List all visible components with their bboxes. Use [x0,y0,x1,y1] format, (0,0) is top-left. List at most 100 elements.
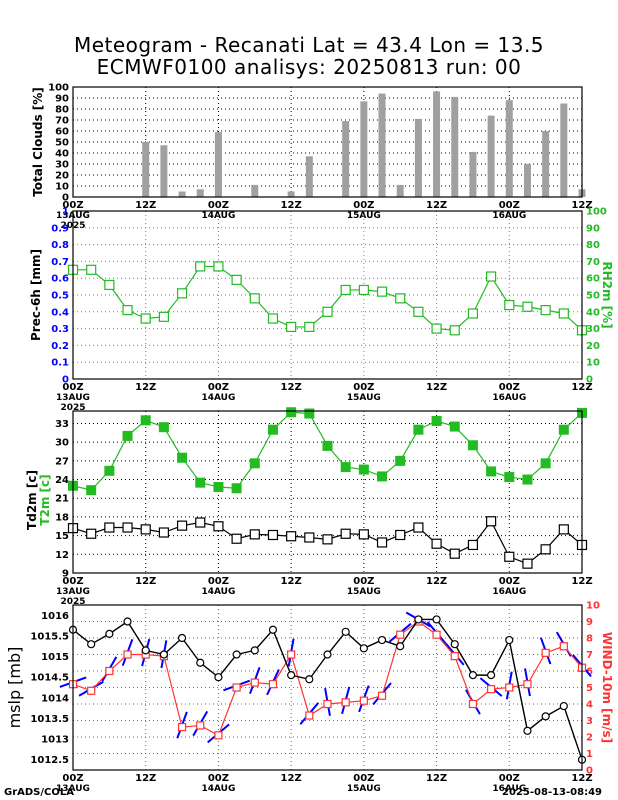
cloud-bar [251,184,259,197]
time-tick-label: 00Z [62,382,83,393]
cloud-bar [378,93,386,197]
cloud-bar [178,191,186,197]
y-tick-label: 0 [62,193,69,204]
y-tick-label: 33 [55,419,69,430]
t2m-point [413,424,424,435]
y-axis-label: Total Clouds [%] [31,87,45,197]
td2m-point [304,532,315,543]
td2m-point [431,538,442,549]
cloud-bar [142,142,150,197]
t2m-point [158,422,169,433]
wind-point [341,698,350,707]
mslp-point [323,650,332,659]
right-tick-label: 100 [586,207,607,218]
td2m-point [86,528,97,539]
time-tick-label: 00Z [353,576,374,587]
mslp-point [559,701,568,711]
y-tick-label: 60 [55,127,69,138]
left-tick-label: 1013.5 [30,714,69,725]
title-line-1: Meteogram - Recanati Lat = 43.4 Lon = 13… [73,33,545,57]
t2m-point [358,464,369,475]
t2m-point [522,474,533,485]
cloud-bar [360,101,368,197]
time-tick-label: 12Z [281,200,302,211]
date-label: 16AUG [492,587,526,597]
rh-point [104,279,115,291]
time-tick-label: 00Z [208,576,229,587]
rh-point [213,261,224,272]
y-axis-label-t2m: T2m [c] [38,474,52,525]
t2m-point [104,465,115,476]
time-tick-label: 12Z [426,576,447,587]
right-tick-label: 1 [586,749,593,760]
y-tick-label: 40 [55,149,69,160]
t2m-point [431,415,442,426]
wind-point [232,683,241,692]
y-tick-label: 70 [55,116,69,127]
rh-point [322,306,333,317]
right-tick-label: 2 [586,733,593,744]
year-label: 2025 [60,597,85,607]
mslp-point [141,646,150,655]
cloud-bar [160,145,168,197]
mslp-point [414,615,423,624]
y-tick-label: 20 [55,171,69,182]
t2m-point [486,466,497,477]
mslp-point [214,673,223,682]
left-tick-label: 0.3 [51,324,69,335]
date-label: 14AUG [201,587,235,597]
wind-point [468,699,478,709]
td2m-point [267,529,279,541]
y-tick-label: 21 [55,494,69,505]
td2m-point [104,522,115,533]
td2m-point [558,524,569,535]
cloud-bar [451,96,459,197]
wind-point [123,650,132,659]
y-tick-label: 27 [55,456,69,467]
date-label: 14AUG [201,784,235,794]
rh-point [231,274,242,285]
mslp-point [377,635,387,645]
td2m-point [158,527,169,538]
t2m-point [286,407,297,418]
mslp-point [196,658,205,667]
t2m-point [467,440,478,451]
date-label: 13AUG [56,784,90,794]
mslp-point [305,675,314,684]
rh-point [286,321,297,333]
rh-point [304,321,315,333]
right-axis-label: RH2m [%] [600,261,614,328]
cloud-bar [469,151,477,197]
left-tick-label: 0.5 [51,291,69,302]
cloud-bar [342,121,350,197]
left-tick-label: 0.1 [51,358,69,369]
mslp-point [341,627,350,636]
left-tick-label: 0.9 [51,223,69,234]
left-tick-label: 0.7 [51,257,69,268]
td2m-point [540,544,551,555]
rh-point [86,264,97,275]
mslp-point [523,726,532,735]
rh-point [467,308,479,319]
cloud-bar [523,164,531,197]
date-label: 14AUG [201,393,235,403]
wind-point [105,666,114,676]
t2m-point [558,424,569,435]
time-tick-label: 12Z [426,382,447,393]
td2m-point [176,520,188,531]
mslp-point [287,671,296,680]
td2m-point [231,533,242,544]
cloud-bar [505,100,513,197]
wind-point [250,678,259,687]
t2m-point [86,485,97,496]
t2m-point [340,462,351,473]
date-label: 16AUG [492,393,526,403]
right-tick-label: 8 [586,634,593,645]
time-tick-label: 12Z [135,773,156,784]
wind-point [559,642,568,651]
cloud-bar [305,156,313,197]
footer-credit: GrADS/COLA [4,787,74,798]
td2m-point [449,548,460,559]
left-tick-label: 0.2 [51,341,69,352]
td2m-point [413,522,424,533]
